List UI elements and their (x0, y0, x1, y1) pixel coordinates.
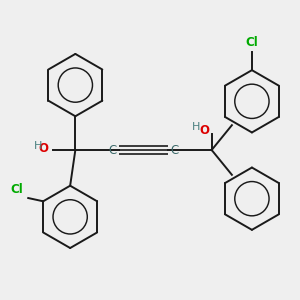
Text: H: H (192, 122, 200, 132)
Text: O: O (39, 142, 49, 155)
Text: Cl: Cl (10, 183, 23, 196)
Text: C: C (171, 143, 179, 157)
Text: O: O (199, 124, 209, 137)
Text: H: H (34, 141, 42, 151)
Text: Cl: Cl (245, 36, 258, 50)
Text: C: C (108, 143, 116, 157)
